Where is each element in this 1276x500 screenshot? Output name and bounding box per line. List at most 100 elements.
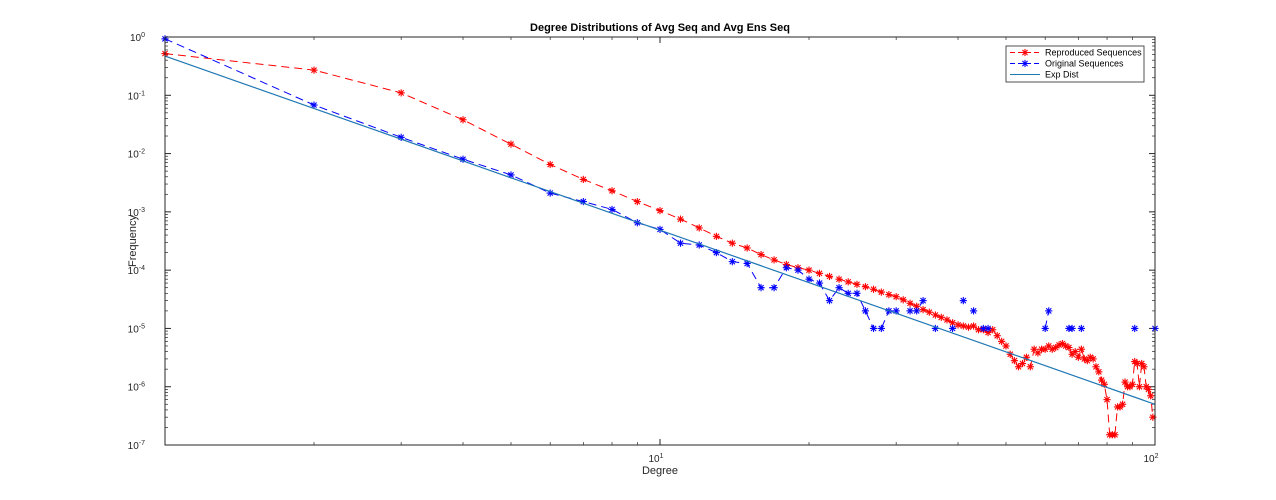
marker-stroke [1138, 360, 1145, 367]
data-point [1074, 353, 1082, 361]
marker-stroke [893, 293, 900, 300]
series-reproduced-sequences [161, 49, 1157, 439]
marker-stroke [771, 256, 778, 263]
marker-stroke [1003, 342, 1009, 349]
marker-stroke [311, 67, 317, 74]
marker-stroke [696, 224, 703, 231]
marker-stroke [1129, 381, 1136, 388]
plot-background [165, 37, 1155, 445]
marker-stroke [994, 332, 1001, 339]
data-point [969, 307, 978, 315]
data-point [728, 258, 736, 266]
marker-stroke [657, 226, 663, 233]
marker-stroke [949, 319, 956, 326]
data-point [1092, 363, 1100, 371]
data-point [943, 316, 951, 324]
data-point [782, 264, 790, 272]
data-point [1026, 363, 1034, 371]
marker-stroke [907, 307, 914, 314]
marker-stroke [1131, 325, 1138, 332]
marker-stroke [1104, 396, 1111, 403]
legend-entry: Original Sequences [1010, 59, 1124, 69]
marker-stroke [1022, 49, 1028, 56]
data-point [676, 239, 685, 247]
data-point [861, 307, 870, 315]
legend-label: Reproduced Sequences [1045, 48, 1142, 58]
series-layer [161, 35, 1159, 439]
marker-stroke [900, 296, 907, 303]
marker-stroke [870, 286, 877, 293]
marker-stroke [960, 297, 967, 304]
data-point [1140, 363, 1148, 371]
marker-stroke [1015, 363, 1022, 370]
data-point [861, 283, 870, 291]
data-point [608, 205, 616, 214]
marker-stroke [938, 314, 945, 321]
data-point [1077, 324, 1085, 333]
data-point [770, 256, 778, 264]
data-point [919, 306, 927, 314]
data-point [1095, 368, 1103, 376]
data-point [1045, 307, 1053, 315]
marker-stroke [816, 270, 823, 277]
marker-stroke [826, 273, 833, 280]
data-point [877, 288, 885, 296]
data-point [998, 337, 1006, 345]
marker-stroke [1042, 325, 1049, 332]
data-point [853, 289, 861, 297]
data-point [835, 275, 843, 283]
x-tick-label: 102 [1143, 453, 1158, 465]
marker-stroke [729, 258, 736, 265]
marker-stroke [696, 242, 703, 248]
marker-stroke [1078, 325, 1085, 332]
marker-stroke [657, 207, 663, 214]
marker-stroke [920, 297, 927, 304]
marker-stroke [744, 245, 751, 251]
data-point [913, 307, 921, 315]
marker-stroke [949, 325, 956, 332]
data-point [825, 272, 834, 281]
data-point [919, 297, 927, 305]
data-point [805, 266, 813, 274]
marker-stroke [1052, 344, 1059, 351]
plot-area [165, 37, 1155, 445]
marker-stroke [926, 309, 933, 316]
marker-stroke [970, 307, 977, 314]
marker-stroke [1062, 342, 1069, 349]
marker-stroke [944, 316, 950, 323]
marker-stroke [677, 216, 684, 223]
marker-stroke [609, 206, 616, 213]
marker-stroke [862, 283, 869, 290]
marker-stroke [870, 325, 877, 332]
marker-stroke [970, 323, 977, 329]
marker-stroke [913, 307, 920, 314]
data-point [1128, 380, 1136, 388]
data-point [959, 297, 967, 305]
data-point [892, 293, 900, 301]
data-point [695, 224, 703, 232]
marker-stroke [853, 290, 860, 297]
marker-stroke [460, 156, 467, 163]
data-point [959, 322, 967, 330]
y-tick-label: 10-1 [128, 90, 145, 102]
marker-stroke [980, 325, 987, 332]
data-point [969, 322, 978, 330]
marker-stroke [1027, 363, 1034, 370]
marker-stroke [1059, 340, 1066, 347]
data-point [310, 66, 318, 74]
data-point [310, 101, 318, 109]
data-point [954, 321, 962, 329]
marker-stroke [960, 323, 967, 329]
data-point [1121, 378, 1129, 386]
legend-entry: Reproduced Sequences [1010, 48, 1142, 58]
marker-stroke [806, 276, 812, 283]
marker-stroke [1111, 431, 1118, 438]
marker-stroke [713, 233, 720, 240]
axis-frame: 100 10-1 10-2 10-3 10-4 10-5 10-6 10-7 101 102 [128, 32, 1159, 465]
data-point [794, 266, 802, 274]
marker-stroke [853, 281, 860, 288]
marker-stroke [783, 264, 790, 271]
data-point [757, 284, 765, 292]
data-point [989, 326, 997, 334]
